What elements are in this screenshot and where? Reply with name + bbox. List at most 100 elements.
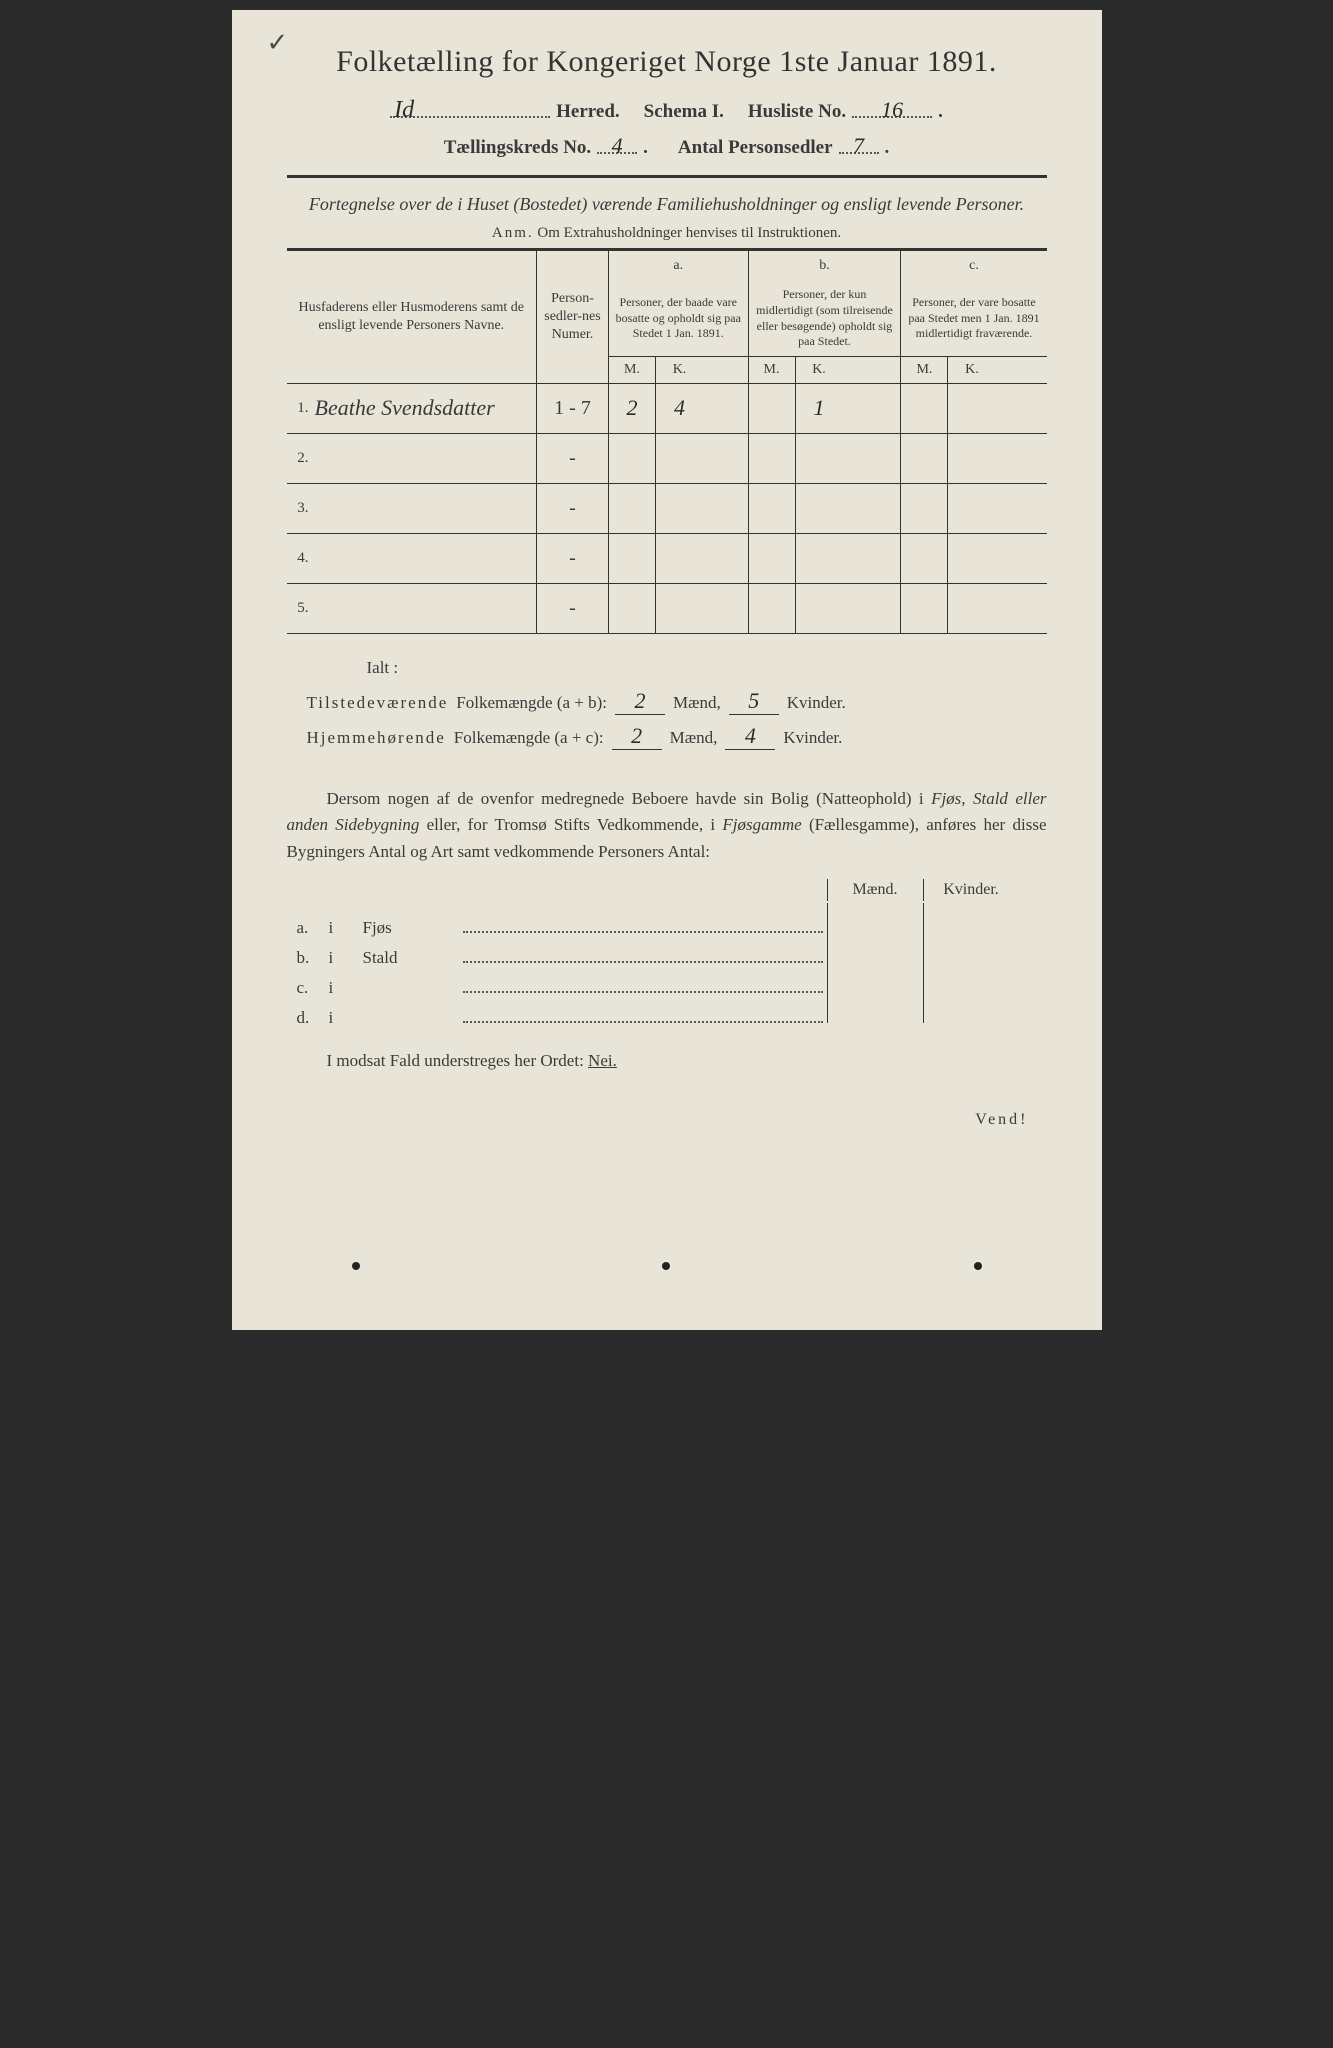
name-cell: 1. Beathe Svendsdatter <box>287 383 537 433</box>
building-row: d. i <box>287 993 1047 1023</box>
col-b-mk: M. K. <box>748 356 901 383</box>
husliste-value-field: 16 <box>852 97 932 118</box>
binding-mark <box>974 1262 982 1270</box>
present-women: 5 <box>729 688 779 715</box>
num-cell: - <box>537 533 609 583</box>
num-cell: - <box>537 433 609 483</box>
bldg-women-cell <box>923 963 1019 993</box>
num-cell: - <box>537 483 609 533</box>
bldg-men-cell <box>827 903 923 933</box>
herred-label: Herred. <box>556 101 620 123</box>
col-c-header: Personer, der vare bosatte paa Stedet me… <box>901 281 1047 356</box>
a-cell <box>609 483 749 533</box>
binding-mark <box>662 1262 670 1270</box>
building-row: a. i Fjøs <box>287 903 1047 933</box>
b-cell: 1 <box>748 383 901 433</box>
header-line-1: Id Herred. Schema I. Husliste No. 16 . <box>287 97 1047 123</box>
kvinder-label: Kvinder. <box>787 693 846 713</box>
col-a-mk: M. K. <box>609 356 749 383</box>
a-cell <box>609 433 749 483</box>
husliste-label: Husliste No. <box>748 101 846 123</box>
census-form-page: ✓ Folketælling for Kongeriget Norge 1ste… <box>232 10 1102 1330</box>
c-cell <box>901 383 1047 433</box>
name-cell: 5. <box>287 583 537 633</box>
antal-value-field: 7 <box>839 133 879 154</box>
name-cell: 3. <box>287 483 537 533</box>
antal-value: 7 <box>853 133 864 158</box>
page-title: Folketælling for Kongeriget Norge 1ste J… <box>287 45 1047 79</box>
building-header: Mænd. Kvinder. <box>287 879 1047 901</box>
table-row: 5. - <box>287 583 1047 633</box>
anm-text: Om Extrahusholdninger henvises til Instr… <box>537 225 841 241</box>
table-row: 3. - <box>287 483 1047 533</box>
anm-label: Anm. <box>492 225 534 241</box>
present-men: 2 <box>615 688 665 715</box>
present-label-a: Tilstedeværende <box>307 693 449 713</box>
bldg-kvinder-header: Kvinder. <box>923 879 1019 901</box>
col-b-letter: b. <box>748 251 901 282</box>
col-a-header: Personer, der baade vare bosatte og opho… <box>609 281 749 356</box>
schema-label: Schema I. <box>644 101 724 123</box>
total-resident-row: Hjemmehørende Folkemængde (a + c): 2 Mæn… <box>307 723 1047 750</box>
header-line-2: Tællingskreds No. 4 . Antal Personsedler… <box>287 133 1047 159</box>
c-cell <box>901 433 1047 483</box>
ialt-label: Ialt : <box>367 658 1047 678</box>
bldg-women-cell <box>923 903 1019 933</box>
kreds-value: 4 <box>612 133 623 158</box>
antal-label: Antal Personsedler <box>678 137 833 159</box>
name-cell: 4. <box>287 533 537 583</box>
footer-nei: Nei. <box>588 1051 617 1070</box>
num-cell: - <box>537 583 609 633</box>
anm-note: Anm. Om Extrahusholdninger henvises til … <box>287 225 1047 242</box>
bldg-men-cell <box>827 993 923 1023</box>
resident-label-a: Hjemmehørende <box>307 728 446 748</box>
herred-blank: Id <box>390 97 550 118</box>
a-cell <box>609 533 749 583</box>
kvinder-label-2: Kvinder. <box>783 728 842 748</box>
divider <box>287 175 1047 178</box>
building-table: Mænd. Kvinder. a. i Fjøs b. i Stald c. i… <box>287 879 1047 1023</box>
footer-text: I modsat Fald understreges her Ordet: <box>327 1051 589 1070</box>
dersom-paragraph: Dersom nogen af de ovenfor medregnede Be… <box>287 786 1047 865</box>
resident-women: 4 <box>725 723 775 750</box>
totals-section: Ialt : Tilstedeværende Folkemængde (a + … <box>287 658 1047 750</box>
maend-label-2: Mænd, <box>670 728 718 748</box>
col-c-mk: M. K. <box>901 356 1047 383</box>
present-label-b: Folkemængde (a + b): <box>456 693 607 713</box>
col-num-header: Person-sedler-nes Numer. <box>537 251 609 384</box>
bldg-men-cell <box>827 963 923 993</box>
resident-men: 2 <box>612 723 662 750</box>
bldg-men-cell <box>827 933 923 963</box>
vend-label: Vend! <box>287 1111 1047 1129</box>
resident-label-b: Folkemængde (a + c): <box>454 728 604 748</box>
subtitle: Fortegnelse over de i Huset (Bostedet) v… <box>287 192 1047 217</box>
name-cell: 2. <box>287 433 537 483</box>
a-cell: 2 4 <box>609 383 749 433</box>
b-cell <box>748 483 901 533</box>
total-present-row: Tilstedeværende Folkemængde (a + b): 2 M… <box>307 688 1047 715</box>
bldg-women-cell <box>923 993 1019 1023</box>
b-cell <box>748 583 901 633</box>
bldg-women-cell <box>923 933 1019 963</box>
b-cell <box>748 433 901 483</box>
checkmark-annotation: ✓ <box>267 28 289 58</box>
table-row: 1. Beathe Svendsdatter 1 - 7 2 4 1 <box>287 383 1047 433</box>
col-b-header: Personer, der kun midlertidigt (som tilr… <box>748 281 901 356</box>
c-cell <box>901 533 1047 583</box>
c-cell <box>901 483 1047 533</box>
table-row: 2. - <box>287 433 1047 483</box>
footer-line: I modsat Fald understreges her Ordet: Ne… <box>287 1051 1047 1071</box>
kreds-value-field: 4 <box>597 133 637 154</box>
herred-value: Id <box>390 97 418 124</box>
maend-label: Mænd, <box>673 693 721 713</box>
husliste-value: 16 <box>881 97 903 122</box>
bldg-maend-header: Mænd. <box>827 879 923 901</box>
col-a-letter: a. <box>609 251 749 282</box>
kreds-label: Tællingskreds No. <box>444 137 591 159</box>
c-cell <box>901 583 1047 633</box>
census-table: Husfaderens eller Husmoderens samt de en… <box>287 250 1047 634</box>
table-row: 4. - <box>287 533 1047 583</box>
num-cell: 1 - 7 <box>537 383 609 433</box>
col-name-header: Husfaderens eller Husmoderens samt de en… <box>287 251 537 384</box>
col-c-letter: c. <box>901 251 1047 282</box>
